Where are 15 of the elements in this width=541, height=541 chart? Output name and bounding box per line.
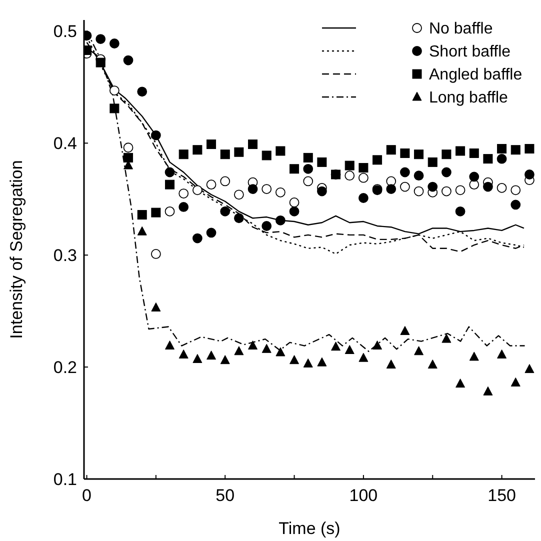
y-axis-title: Intensity of Segregation (7, 160, 26, 339)
legend-label: Short baffle (429, 44, 511, 61)
y-tick-label: 0.5 (53, 22, 77, 42)
y-tick-label: 0.1 (53, 470, 77, 489)
legend-label: No baffle (429, 20, 493, 38)
y-tick-label: 0.3 (53, 246, 77, 266)
legend-label: Angled baffle (429, 66, 522, 84)
y-tick-label: 0.2 (53, 358, 77, 377)
x-tick-label: 50 (216, 486, 235, 505)
legend-label: Long baffle (429, 90, 508, 107)
y-tick-label: 0.4 (53, 134, 77, 154)
x-tick-label: 0 (82, 486, 92, 505)
x-tick-label: 150 (488, 486, 516, 505)
x-axis-title: Time (s) (278, 519, 340, 538)
x-tick-label: 100 (349, 486, 378, 505)
